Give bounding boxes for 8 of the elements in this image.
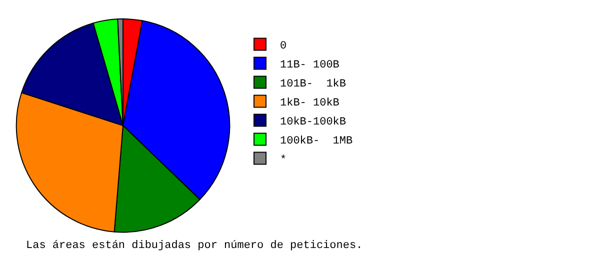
- legend-label: 101B- 1kB: [280, 78, 346, 90]
- legend-label: 1kB- 10kB: [280, 97, 340, 110]
- legend-label: *: [280, 154, 287, 166]
- legend-label: 0: [280, 40, 287, 52]
- legend-label: 10kB-100kB: [280, 116, 346, 128]
- legend-label: 100kB- 1MB: [280, 135, 354, 148]
- text: Las áreas están dibujadas por número de peticiones.: [26, 240, 363, 252]
- legend-label: 11B- 100B: [280, 59, 340, 72]
